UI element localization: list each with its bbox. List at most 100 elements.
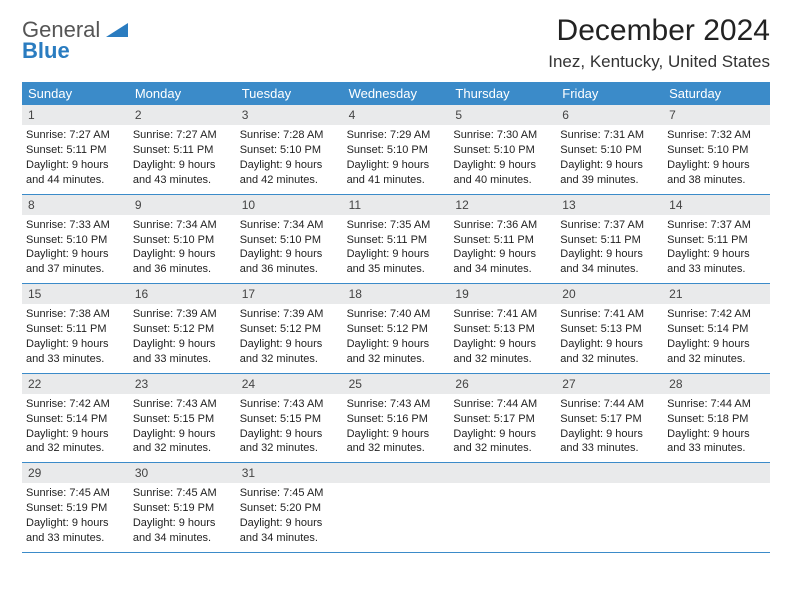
- day-info: Sunrise: 7:41 AMSunset: 5:13 PMDaylight:…: [449, 304, 556, 372]
- day-cell: 3Sunrise: 7:28 AMSunset: 5:10 PMDaylight…: [236, 105, 343, 194]
- sunrise-text: Sunrise: 7:42 AM: [26, 397, 125, 412]
- day-number: 15: [22, 284, 129, 304]
- day-info: Sunrise: 7:45 AMSunset: 5:20 PMDaylight:…: [236, 483, 343, 551]
- day-cell: 30Sunrise: 7:45 AMSunset: 5:19 PMDayligh…: [129, 463, 236, 552]
- day-number: 19: [449, 284, 556, 304]
- sunrise-text: Sunrise: 7:44 AM: [560, 397, 659, 412]
- daylight-text-1: Daylight: 9 hours: [133, 427, 232, 442]
- day-number: 12: [449, 195, 556, 215]
- sunset-text: Sunset: 5:10 PM: [240, 143, 339, 158]
- calendar: Sunday Monday Tuesday Wednesday Thursday…: [22, 82, 770, 553]
- daylight-text-1: Daylight: 9 hours: [26, 247, 125, 262]
- day-info: Sunrise: 7:40 AMSunset: 5:12 PMDaylight:…: [343, 304, 450, 372]
- sunrise-text: Sunrise: 7:27 AM: [26, 128, 125, 143]
- daylight-text-2: and 33 minutes.: [26, 352, 125, 367]
- daylight-text-1: Daylight: 9 hours: [26, 337, 125, 352]
- day-cell: 2Sunrise: 7:27 AMSunset: 5:11 PMDaylight…: [129, 105, 236, 194]
- day-number: 17: [236, 284, 343, 304]
- sunrise-text: Sunrise: 7:43 AM: [133, 397, 232, 412]
- day-cell: 16Sunrise: 7:39 AMSunset: 5:12 PMDayligh…: [129, 284, 236, 373]
- week-row: 15Sunrise: 7:38 AMSunset: 5:11 PMDayligh…: [22, 284, 770, 374]
- daylight-text-2: and 32 minutes.: [453, 352, 552, 367]
- daylight-text-1: Daylight: 9 hours: [240, 516, 339, 531]
- day-info: Sunrise: 7:36 AMSunset: 5:11 PMDaylight:…: [449, 215, 556, 283]
- daylight-text-1: Daylight: 9 hours: [133, 158, 232, 173]
- day-number: 14: [663, 195, 770, 215]
- daylight-text-1: Daylight: 9 hours: [560, 337, 659, 352]
- day-number: 1: [22, 105, 129, 125]
- day-number: 18: [343, 284, 450, 304]
- daylight-text-1: Daylight: 9 hours: [347, 158, 446, 173]
- daylight-text-2: and 32 minutes.: [560, 352, 659, 367]
- sunset-text: Sunset: 5:12 PM: [240, 322, 339, 337]
- daylight-text-1: Daylight: 9 hours: [26, 516, 125, 531]
- sunrise-text: Sunrise: 7:39 AM: [133, 307, 232, 322]
- daylight-text-1: Daylight: 9 hours: [667, 247, 766, 262]
- daylight-text-2: and 32 minutes.: [133, 441, 232, 456]
- sunrise-text: Sunrise: 7:34 AM: [240, 218, 339, 233]
- daylight-text-1: Daylight: 9 hours: [453, 158, 552, 173]
- daylight-text-2: and 34 minutes.: [453, 262, 552, 277]
- day-info: Sunrise: 7:42 AMSunset: 5:14 PMDaylight:…: [663, 304, 770, 372]
- day-number: 5: [449, 105, 556, 125]
- sunset-text: Sunset: 5:11 PM: [347, 233, 446, 248]
- week-row: 1Sunrise: 7:27 AMSunset: 5:11 PMDaylight…: [22, 105, 770, 195]
- day-info: Sunrise: 7:34 AMSunset: 5:10 PMDaylight:…: [129, 215, 236, 283]
- day-cell: 10Sunrise: 7:34 AMSunset: 5:10 PMDayligh…: [236, 195, 343, 284]
- day-cell: 25Sunrise: 7:43 AMSunset: 5:16 PMDayligh…: [343, 374, 450, 463]
- sunrise-text: Sunrise: 7:44 AM: [453, 397, 552, 412]
- month-title: December 2024: [548, 14, 770, 48]
- sunset-text: Sunset: 5:11 PM: [667, 233, 766, 248]
- sunrise-text: Sunrise: 7:28 AM: [240, 128, 339, 143]
- sunrise-text: Sunrise: 7:38 AM: [26, 307, 125, 322]
- day-info: Sunrise: 7:29 AMSunset: 5:10 PMDaylight:…: [343, 125, 450, 193]
- sunset-text: Sunset: 5:15 PM: [240, 412, 339, 427]
- daylight-text-1: Daylight: 9 hours: [240, 247, 339, 262]
- weekday-monday: Monday: [129, 82, 236, 105]
- day-number: 3: [236, 105, 343, 125]
- day-info: Sunrise: 7:39 AMSunset: 5:12 PMDaylight:…: [129, 304, 236, 372]
- logo-mark-icon: [106, 23, 128, 37]
- daylight-text-1: Daylight: 9 hours: [667, 427, 766, 442]
- sunset-text: Sunset: 5:15 PM: [133, 412, 232, 427]
- sunset-text: Sunset: 5:12 PM: [347, 322, 446, 337]
- day-cell: 26Sunrise: 7:44 AMSunset: 5:17 PMDayligh…: [449, 374, 556, 463]
- daylight-text-2: and 35 minutes.: [347, 262, 446, 277]
- day-info: Sunrise: 7:39 AMSunset: 5:12 PMDaylight:…: [236, 304, 343, 372]
- title-block: December 2024 Inez, Kentucky, United Sta…: [548, 14, 770, 72]
- sunset-text: Sunset: 5:10 PM: [347, 143, 446, 158]
- daylight-text-1: Daylight: 9 hours: [133, 337, 232, 352]
- sunset-text: Sunset: 5:10 PM: [240, 233, 339, 248]
- day-info: Sunrise: 7:28 AMSunset: 5:10 PMDaylight:…: [236, 125, 343, 193]
- daylight-text-1: Daylight: 9 hours: [560, 427, 659, 442]
- day-info: Sunrise: 7:45 AMSunset: 5:19 PMDaylight:…: [129, 483, 236, 551]
- daylight-text-2: and 32 minutes.: [240, 441, 339, 456]
- daylight-text-1: Daylight: 9 hours: [240, 158, 339, 173]
- daylight-text-2: and 33 minutes.: [26, 531, 125, 546]
- daylight-text-1: Daylight: 9 hours: [26, 427, 125, 442]
- daylight-text-1: Daylight: 9 hours: [240, 427, 339, 442]
- day-cell: 19Sunrise: 7:41 AMSunset: 5:13 PMDayligh…: [449, 284, 556, 373]
- sunset-text: Sunset: 5:19 PM: [133, 501, 232, 516]
- sunrise-text: Sunrise: 7:37 AM: [667, 218, 766, 233]
- day-cell: 31Sunrise: 7:45 AMSunset: 5:20 PMDayligh…: [236, 463, 343, 552]
- daylight-text-2: and 32 minutes.: [26, 441, 125, 456]
- day-info: Sunrise: 7:37 AMSunset: 5:11 PMDaylight:…: [663, 215, 770, 283]
- logo-text-bottom: Blue: [22, 38, 70, 63]
- day-number: 24: [236, 374, 343, 394]
- day-cell: 21Sunrise: 7:42 AMSunset: 5:14 PMDayligh…: [663, 284, 770, 373]
- day-info: [343, 483, 450, 492]
- day-number: 21: [663, 284, 770, 304]
- day-info: Sunrise: 7:44 AMSunset: 5:17 PMDaylight:…: [449, 394, 556, 462]
- day-number: 23: [129, 374, 236, 394]
- day-cell: .: [556, 463, 663, 552]
- daylight-text-2: and 34 minutes.: [133, 531, 232, 546]
- sunrise-text: Sunrise: 7:41 AM: [560, 307, 659, 322]
- weeks-container: 1Sunrise: 7:27 AMSunset: 5:11 PMDaylight…: [22, 105, 770, 553]
- sunrise-text: Sunrise: 7:33 AM: [26, 218, 125, 233]
- daylight-text-2: and 32 minutes.: [240, 352, 339, 367]
- daylight-text-1: Daylight: 9 hours: [347, 337, 446, 352]
- sunrise-text: Sunrise: 7:36 AM: [453, 218, 552, 233]
- sunset-text: Sunset: 5:18 PM: [667, 412, 766, 427]
- day-number: 13: [556, 195, 663, 215]
